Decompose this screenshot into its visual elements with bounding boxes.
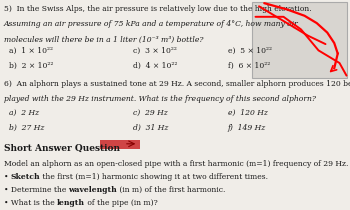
Text: c)  29 Hz: c) 29 Hz bbox=[133, 109, 168, 117]
Text: a)  1 × 10²²: a) 1 × 10²² bbox=[9, 47, 53, 55]
Text: played with the 29 Hz instrument. What is the frequency of this second alphorn?: played with the 29 Hz instrument. What i… bbox=[4, 95, 315, 103]
Text: wavelength: wavelength bbox=[68, 186, 117, 194]
Text: e)  5 × 10²²: e) 5 × 10²² bbox=[228, 47, 272, 55]
Text: molecules will there be in a 1 liter (10⁻³ m³) bottle?: molecules will there be in a 1 liter (10… bbox=[4, 35, 203, 43]
Text: Model an alphorn as an open-closed pipe with a first harmonic (m=1) frequency of: Model an alphorn as an open-closed pipe … bbox=[4, 160, 348, 168]
Text: (in m) of the first harmonic.: (in m) of the first harmonic. bbox=[117, 186, 225, 194]
Text: Short Answer Question: Short Answer Question bbox=[4, 144, 119, 153]
Text: of the pipe (in m)?: of the pipe (in m)? bbox=[85, 199, 158, 207]
Text: d)  4 × 10²²: d) 4 × 10²² bbox=[133, 62, 177, 70]
Text: c)  3 × 10²²: c) 3 × 10²² bbox=[133, 47, 177, 55]
Text: 6)  An alphorn plays a sustained tone at 29 Hz. A second, smaller alphorn produc: 6) An alphorn plays a sustained tone at … bbox=[4, 80, 350, 88]
Text: f)  6 × 10²²: f) 6 × 10²² bbox=[228, 62, 270, 70]
Text: b)  2 × 10²²: b) 2 × 10²² bbox=[9, 62, 53, 70]
FancyBboxPatch shape bbox=[252, 2, 346, 78]
Text: e)  120 Hz: e) 120 Hz bbox=[228, 109, 267, 117]
Text: d)  31 Hz: d) 31 Hz bbox=[133, 124, 168, 132]
Text: f)  149 Hz: f) 149 Hz bbox=[228, 124, 266, 132]
Text: a)  2 Hz: a) 2 Hz bbox=[9, 109, 39, 117]
FancyBboxPatch shape bbox=[100, 140, 140, 149]
Text: b)  27 Hz: b) 27 Hz bbox=[9, 124, 44, 132]
Text: length: length bbox=[57, 199, 85, 207]
Text: the first (m=1) harmonic showing it at two different times.: the first (m=1) harmonic showing it at t… bbox=[40, 173, 268, 181]
Text: •: • bbox=[4, 173, 10, 181]
Text: Sketch: Sketch bbox=[10, 173, 40, 181]
Text: • What is the: • What is the bbox=[4, 199, 57, 207]
Text: • Determine the: • Determine the bbox=[4, 186, 68, 194]
Text: Assuming an air pressure of 75 kPa and a temperature of 4°C, how many air: Assuming an air pressure of 75 kPa and a… bbox=[4, 20, 298, 28]
Text: 5)  In the Swiss Alps, the air pressure is relatively low due to the high elevat: 5) In the Swiss Alps, the air pressure i… bbox=[4, 5, 311, 13]
